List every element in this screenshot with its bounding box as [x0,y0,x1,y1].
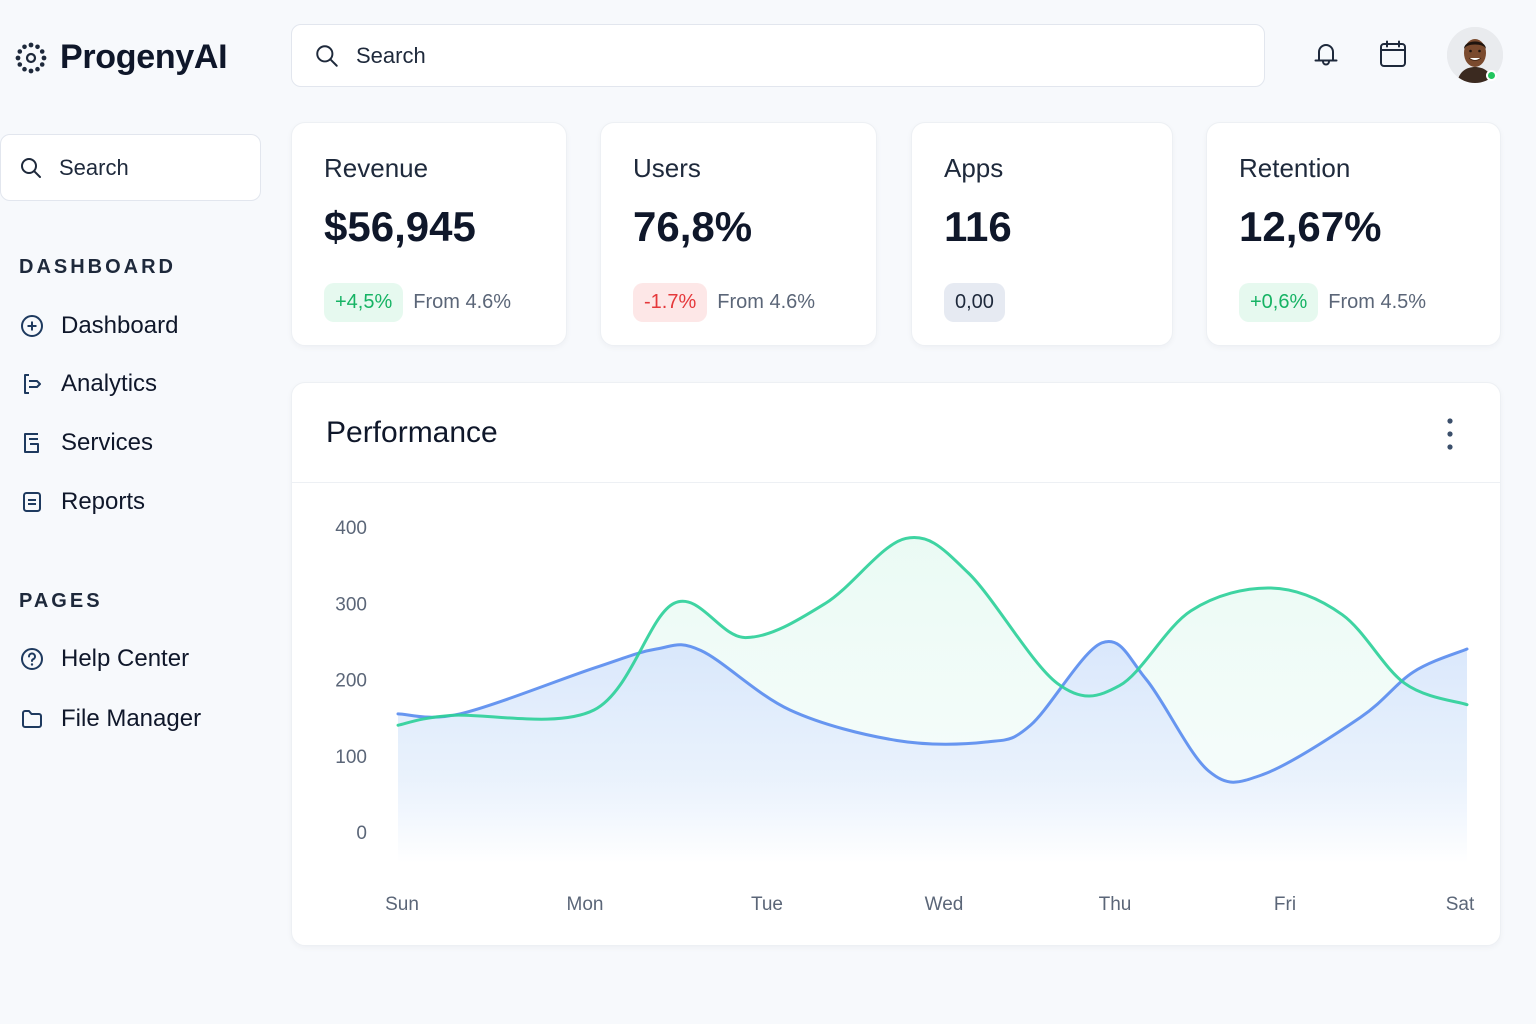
sidebar-item-label: Analytics [61,370,158,397]
stat-label: Retention [1239,153,1351,183]
stat-label: Apps [944,153,1004,183]
top-search-input[interactable] [356,42,1116,69]
series-line-blue[interactable] [396,639,1469,784]
search-icon [21,157,41,178]
stat-card-users[interactable]: Users 76,8% -1.7% From 4.6% [600,122,877,346]
services-icon [24,433,39,453]
stat-label: Revenue [324,153,429,183]
x-tick-label: Tue [751,894,783,915]
change-badge: 0,00 [944,283,1005,322]
series-area-blue [398,641,1467,863]
more-vertical-icon[interactable] [1438,417,1462,451]
stat-value: 12,67% [1239,203,1382,250]
x-tick-label: Wed [925,894,964,915]
analytics-icon [24,374,41,394]
sidebar-item-help-center[interactable]: Help Center [19,645,189,673]
stat-card-apps[interactable]: Apps 116 0,00 [911,122,1173,346]
brand-name: ProgenyAI [60,38,228,76]
stat-value: 116 [944,203,1012,250]
comparison-text: From 4.6% [717,291,816,313]
x-tick-label: Sat [1446,894,1475,915]
plus-circle-icon [21,315,43,337]
sidebar-item-file-manager[interactable]: File Manager [19,705,201,733]
sidebar-item-dashboard[interactable]: Dashboard [19,312,178,340]
change-badge: -1.7% [633,283,708,322]
performance-card: Performance 0 100 200 300 400 Sun Mon Tue Wed Th… [291,382,1501,946]
sidebar-search-bar[interactable] [0,134,261,201]
y-tick-label: 100 [335,747,367,768]
x-tick-label: Mon [567,894,604,915]
change-badge: +4,5% [324,283,404,322]
comparison-text: From 4.5% [1328,291,1427,313]
stat-card-revenue[interactable]: Revenue $56,945 +4,5% From 4.6% [291,122,567,346]
sidebar-item-analytics[interactable]: Analytics [19,370,157,398]
y-tick-label: 400 [335,518,367,539]
top-search-bar[interactable] [291,24,1265,87]
online-status-dot [1486,70,1497,81]
y-tick-label: 200 [335,671,367,692]
sidebar-item-label: Reports [61,488,146,515]
sidebar-item-label: File Manager [61,705,202,732]
search-icon [316,44,338,67]
sidebar-search-input[interactable] [59,154,252,181]
stat-value: 76,8% [633,203,753,250]
change-badge: +0,6% [1239,283,1319,322]
performance-chart: 0 100 200 300 400 Sun Mon Tue Wed Thu Fri Sat [335,518,1475,915]
sidebar-item-label: Help Center [61,645,190,672]
sidebar-item-label: Dashboard [61,312,179,339]
folder-icon [22,710,42,728]
section-title-dashboard: DASHBOARD [19,256,176,278]
reports-icon [23,492,41,512]
dots-ring-icon [15,42,47,73]
brand-logo[interactable]: ProgenyAI [14,38,228,77]
sidebar-item-reports[interactable]: Reports [19,488,145,516]
x-tick-label: Sun [385,894,419,915]
card-divider [292,482,1500,483]
calendar-icon[interactable] [1377,38,1409,70]
y-tick-label: 0 [356,823,367,844]
stat-value: $56,945 [324,203,476,250]
y-tick-label: 300 [335,594,367,615]
performance-title: Performance [326,416,498,449]
x-tick-label: Thu [1099,894,1132,915]
comparison-text: From 4.6% [413,291,512,313]
sidebar-item-services[interactable]: Services [19,429,153,457]
x-tick-label: Fri [1274,894,1296,915]
stat-label: Users [633,153,701,183]
stat-card-retention[interactable]: Retention 12,67% +0,6% From 4.5% [1206,122,1501,346]
series-line-green[interactable] [396,535,1469,727]
sidebar-item-label: Services [61,429,154,456]
section-title-pages: PAGES [19,590,103,612]
help-circle-icon [21,648,43,670]
bell-icon[interactable] [1310,38,1342,70]
